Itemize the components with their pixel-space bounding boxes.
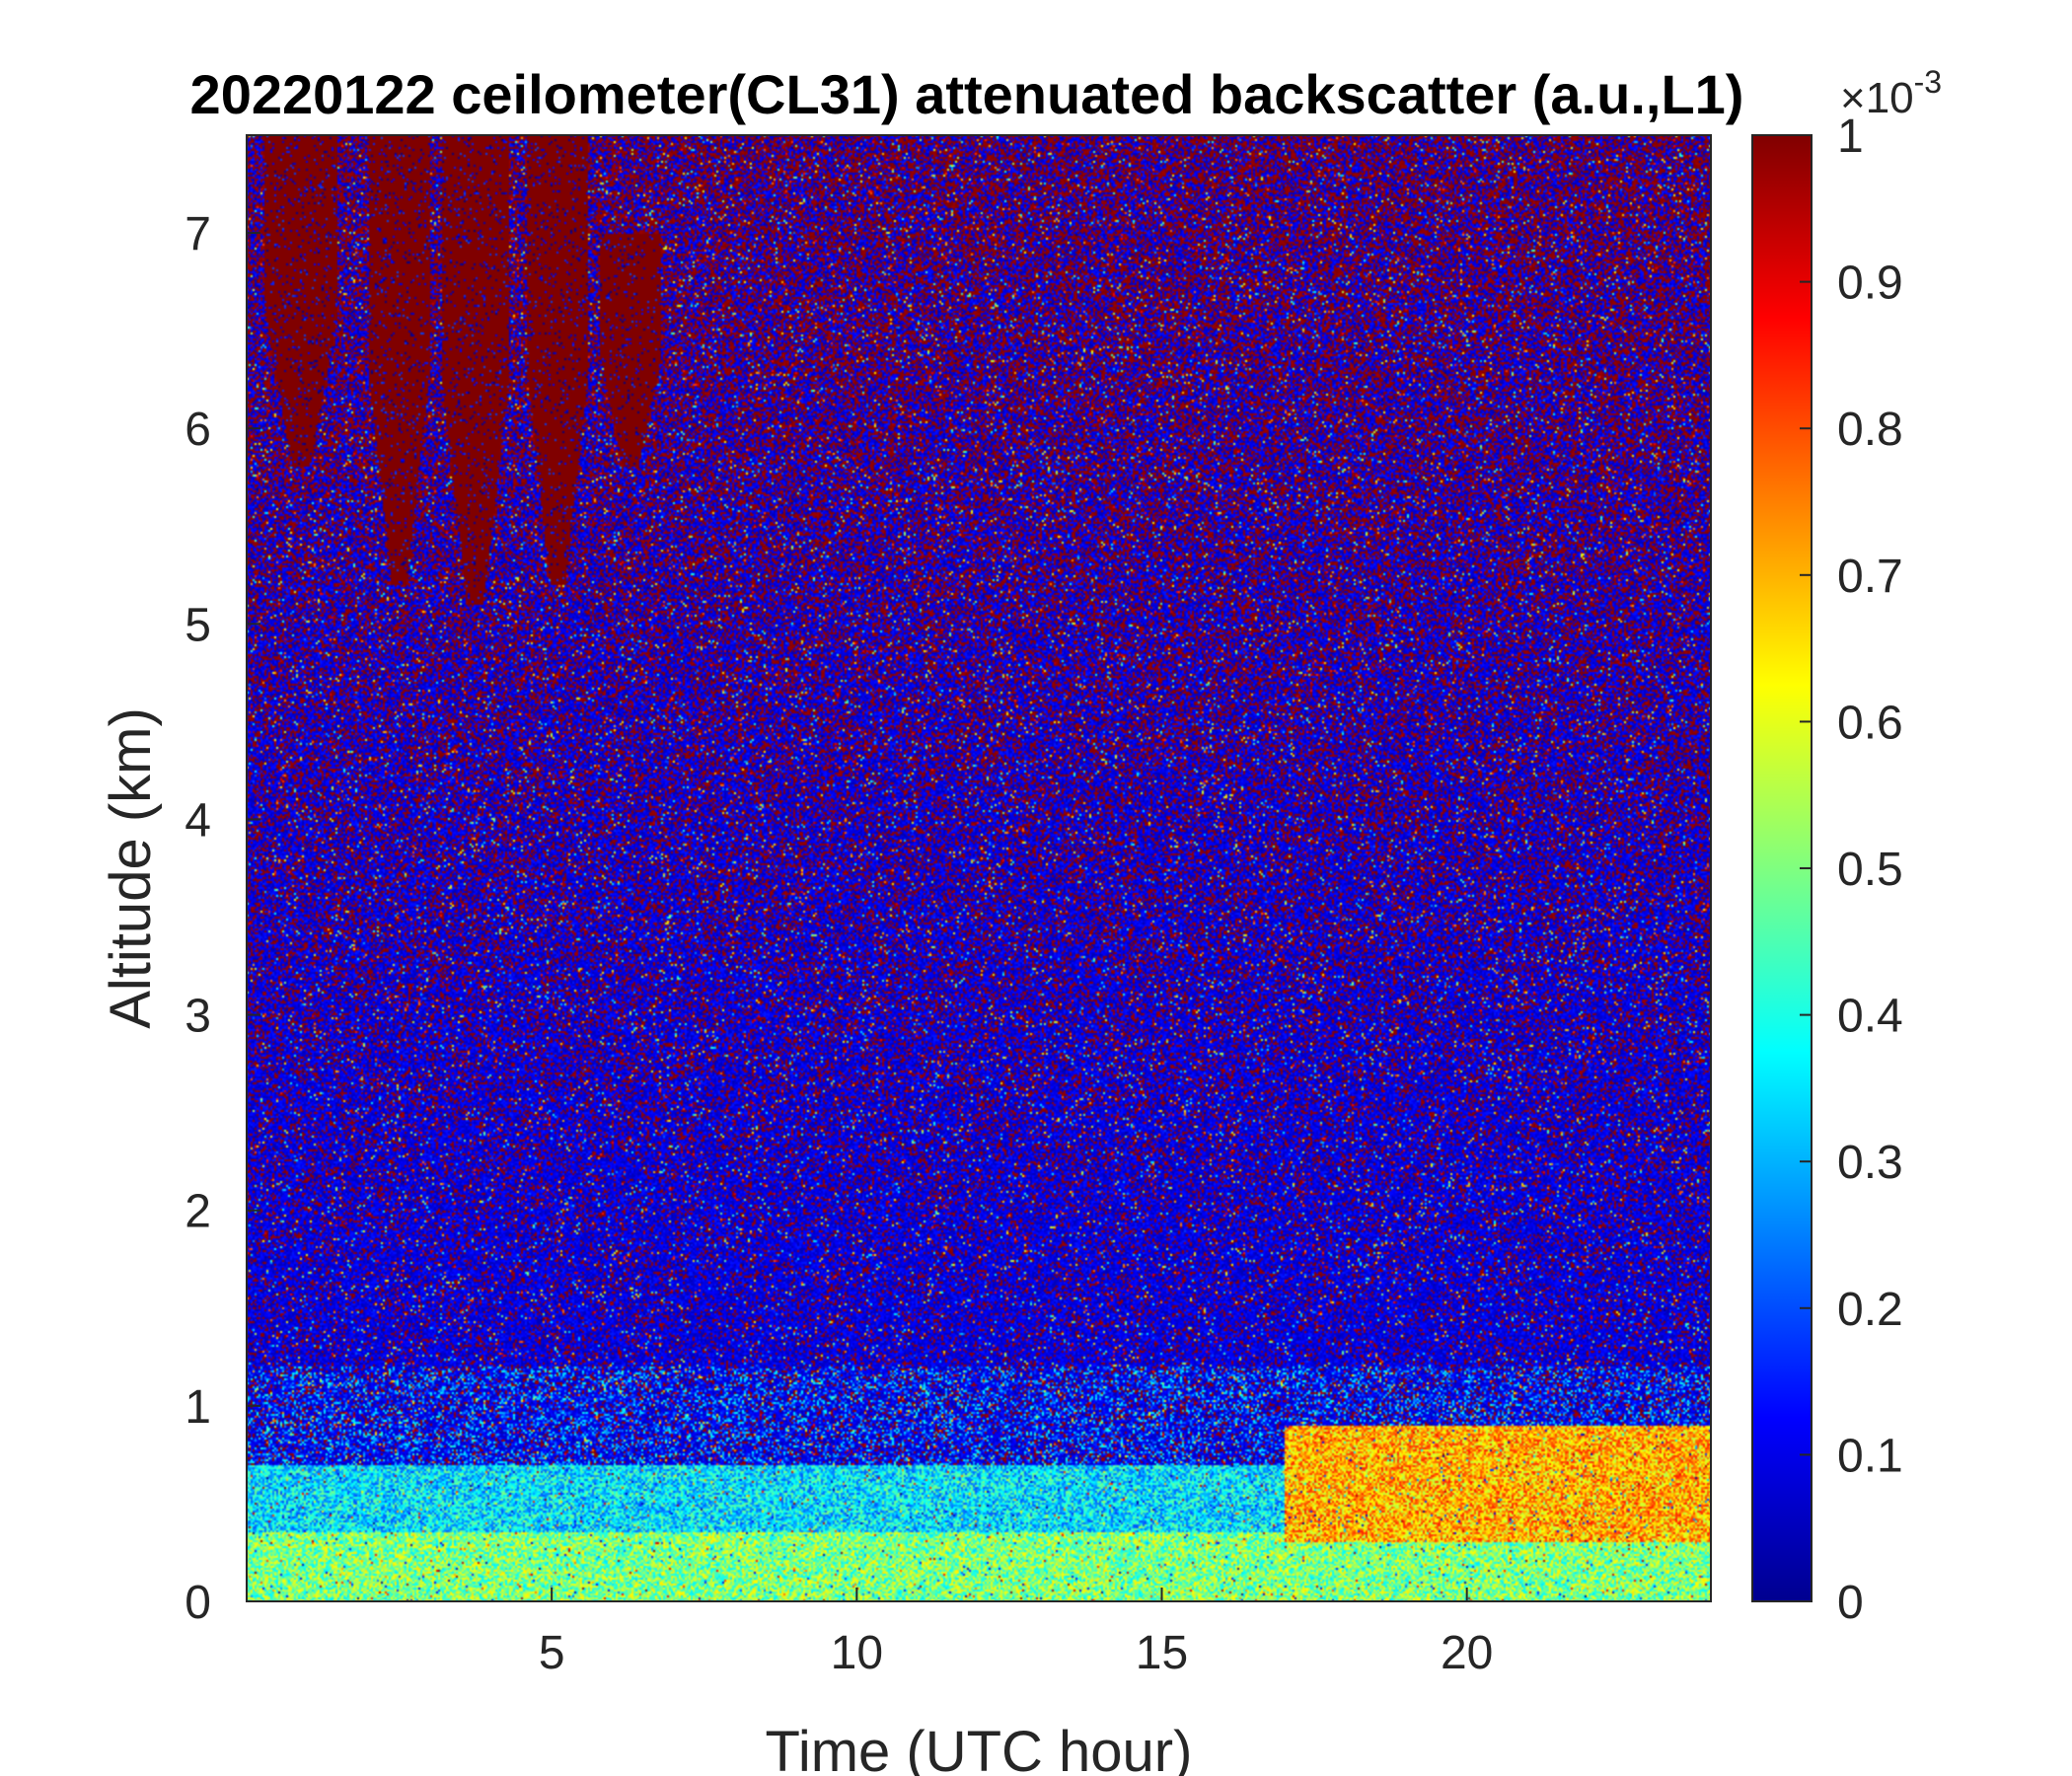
x-tick-label: 15 (1136, 1627, 1188, 1679)
colorbar-tick-label: 0.8 (1837, 404, 1903, 456)
colorbar-tick-label: 0.2 (1837, 1284, 1903, 1336)
colorbar-axis: 0 0.1 0.2 0.3 0.4 0.5 0.6 0.7 0.8 0.9 1 (1800, 111, 1903, 1629)
x-axis-label: Time (UTC hour) (766, 1720, 1193, 1776)
colorbar-tick-label: 0.1 (1837, 1430, 1903, 1482)
colorbar-tick-label: 1 (1837, 111, 1864, 163)
colorbar-tick-label: 0.5 (1837, 844, 1903, 896)
y-tick-label: 5 (185, 599, 211, 651)
heatmap-plot-area (247, 135, 1711, 1601)
y-tick-label: 4 (185, 794, 211, 847)
y-axis: 0 1 2 3 4 5 6 7 (185, 208, 260, 1629)
y-tick-label: 3 (185, 991, 211, 1043)
x-tick-label: 5 (539, 1627, 565, 1679)
colorbar-tick-label: 0.9 (1837, 258, 1903, 310)
colorbar-tick-label: 0.6 (1837, 697, 1903, 749)
colorbar-multiplier-base: ×10 (1840, 74, 1914, 122)
x-tick-label: 10 (831, 1627, 883, 1679)
colorbar-tick-label: 0.7 (1837, 551, 1903, 603)
y-axis-label: Altitude (km) (99, 707, 163, 1029)
x-axis: 5 10 15 20 (539, 1588, 1493, 1679)
colorbar-tick-label: 0.4 (1837, 991, 1903, 1043)
y-tick-label: 0 (185, 1577, 211, 1629)
y-tick-label: 2 (185, 1186, 211, 1238)
plot-frame (246, 134, 1712, 1602)
chart-title: 20220122 ceilometer(CL31) attenuated bac… (190, 63, 1744, 125)
colorbar-tick-label: 0.3 (1837, 1137, 1903, 1189)
x-tick-label: 20 (1441, 1627, 1493, 1679)
y-tick-label: 1 (185, 1381, 211, 1434)
colorbar-multiplier-exponent: -3 (1914, 64, 1942, 100)
y-tick-label: 6 (185, 404, 211, 456)
y-tick-label: 7 (185, 208, 211, 260)
colorbar-tick-label: 0 (1837, 1577, 1864, 1629)
colorbar-multiplier: ×10-3 (1840, 64, 1942, 122)
